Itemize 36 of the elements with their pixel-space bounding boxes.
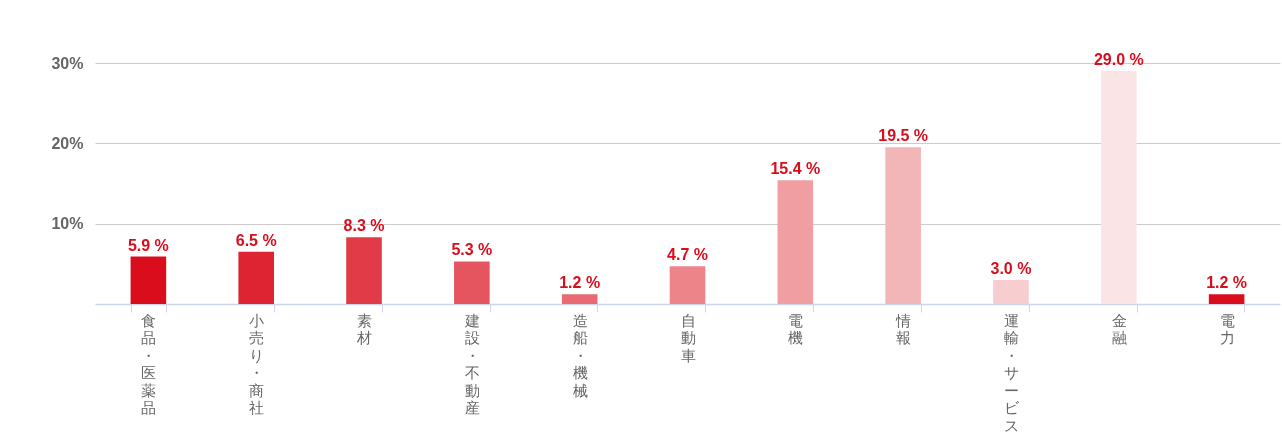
bar	[454, 261, 490, 304]
data-label: 19.5 %	[878, 127, 929, 145]
x-tick-label: 造船・機械	[572, 311, 588, 400]
x-tick-label: 電機	[788, 311, 804, 347]
data-label: 1.2 %	[1206, 274, 1248, 292]
bar	[561, 294, 598, 304]
data-label: 3.0 %	[990, 259, 1032, 277]
data-label: 1.2 %	[559, 274, 601, 292]
data-label: 8.3 %	[343, 217, 385, 235]
data-label: 5.3 %	[451, 241, 493, 259]
x-tick-label: 小売り・商社	[249, 311, 265, 417]
data-label: 5.9 %	[127, 236, 169, 254]
y-tick-label: 20%	[51, 134, 84, 152]
y-tick-label: 30%	[51, 54, 84, 72]
bar	[885, 147, 921, 304]
bar	[130, 256, 167, 304]
x-tick-label: 自動車	[680, 311, 696, 365]
x-tick-label: 素材	[356, 311, 373, 347]
bar	[346, 237, 382, 304]
y-tick-label: 10%	[51, 215, 84, 233]
x-tick-label: 運輸・サービス	[1003, 311, 1020, 435]
bar	[993, 279, 1029, 304]
bar	[1208, 294, 1245, 304]
data-label: 15.4 %	[770, 160, 821, 178]
x-tick-label: 情報	[895, 311, 912, 347]
x-tick-label: 食品・医薬品	[141, 311, 157, 417]
x-tick-label: 建設・不動産	[463, 311, 480, 417]
x-tick-label: 電力	[1219, 311, 1235, 347]
bar	[669, 266, 706, 304]
data-label: 29.0 %	[1093, 51, 1144, 69]
data-label: 4.7 %	[667, 246, 708, 264]
bar	[777, 180, 814, 304]
x-tick-label: 金融	[1111, 311, 1127, 347]
bar	[238, 251, 274, 304]
bar	[1101, 71, 1137, 304]
data-label: 6.5 %	[235, 231, 277, 249]
